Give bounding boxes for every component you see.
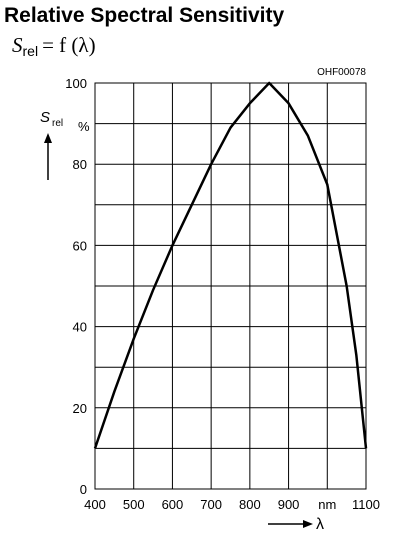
x-arrow-head	[303, 520, 313, 528]
x-tick-label: 800	[239, 497, 261, 512]
y-tick-label: 60	[73, 238, 87, 253]
y-tick-label: 0	[80, 482, 87, 497]
y-tick-label: 100	[65, 76, 87, 91]
y-tick-label: 20	[73, 401, 87, 416]
x-tick-label: 400	[84, 497, 106, 512]
y-label-subscript: rel	[52, 118, 63, 129]
y-tick-label: 40	[73, 320, 87, 335]
x-tick-label: nm	[318, 497, 336, 512]
plot-frame	[94, 82, 367, 490]
subtitle: Srel = f (λ)	[12, 33, 96, 59]
data-line	[93, 81, 368, 449]
subtitle-rest: = f (λ)	[42, 33, 96, 57]
y-arrow-head	[44, 133, 52, 143]
x-label: λ	[316, 516, 324, 533]
y-tick-label: 80	[73, 157, 87, 172]
subtitle-subscript: rel	[23, 43, 39, 59]
chart-title: Relative Spectral Sensitivity	[4, 4, 284, 27]
x-tick-label: 1100	[352, 497, 380, 512]
y-unit: %	[78, 119, 90, 134]
x-tick-label: 900	[278, 497, 300, 512]
x-tick-label: 700	[200, 497, 222, 512]
y-label-symbol: S	[40, 109, 50, 126]
x-tick-label: 600	[162, 497, 184, 512]
figure-code: OHF00078	[317, 67, 366, 78]
x-tick-label: 500	[123, 497, 145, 512]
subtitle-symbol: S	[12, 33, 23, 57]
